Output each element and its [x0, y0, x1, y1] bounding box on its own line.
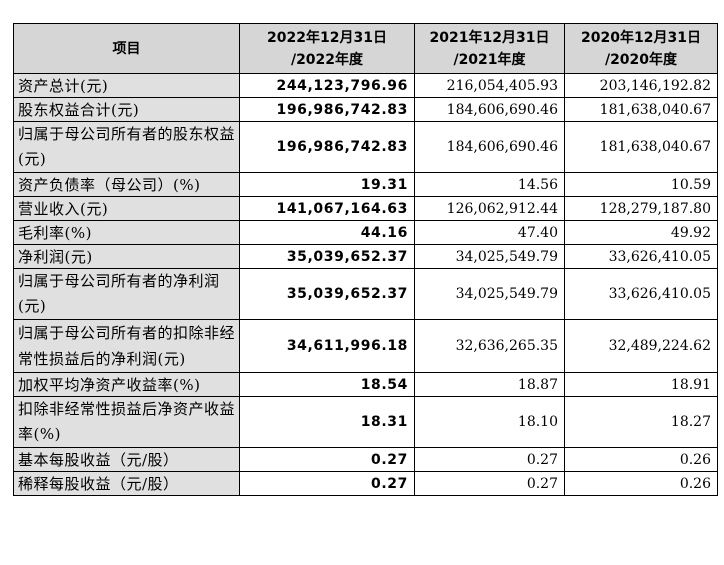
table-row: 资产负债率（母公司）(%) 19.31 14.56 10.59 [13, 172, 718, 197]
cell-2020: 181,638,040.67 [564, 121, 718, 173]
cell-2022: 18.54 [239, 372, 415, 397]
table-row: 基本每股收益（元/股） 0.27 0.27 0.26 [13, 447, 718, 472]
financial-summary-table: 项目 2022年12月31日 /2022年度 2021年12月31日 /2021… [13, 23, 718, 496]
cell-2020: 32,489,224.62 [564, 319, 718, 373]
cell-2020: 33,626,410.05 [564, 244, 718, 269]
header-2020-date: 2020年12月31日 [581, 29, 701, 46]
cell-2022: 35,039,652.37 [239, 244, 415, 269]
header-2020: 2020年12月31日 /2020年度 [564, 23, 718, 74]
cell-2020: 128,279,187.80 [564, 196, 718, 221]
header-2022-date: 2022年12月31日 [267, 29, 387, 46]
cell-2022: 141,067,164.63 [239, 196, 415, 221]
table-row: 归属于母公司所有者的净利润(元) 35,039,652.37 34,025,54… [13, 268, 718, 320]
table-header-row: 项目 2022年12月31日 /2022年度 2021年12月31日 /2021… [13, 23, 718, 74]
cell-2021: 126,062,912.44 [414, 196, 565, 221]
cell-2021: 34,025,549.79 [414, 244, 565, 269]
cell-2020: 18.27 [564, 396, 718, 448]
cell-2020: 10.59 [564, 172, 718, 197]
cell-2021: 184,606,690.46 [414, 121, 565, 173]
cell-2021: 184,606,690.46 [414, 97, 565, 122]
header-2021-date: 2021年12月31日 [429, 29, 550, 46]
cell-2021: 0.27 [414, 447, 565, 472]
cell-2021: 216,054,405.93 [414, 73, 565, 98]
cell-2020: 203,146,192.82 [564, 73, 718, 98]
cell-2022: 196,986,742.83 [239, 121, 415, 173]
cell-2022: 244,123,796.96 [239, 73, 415, 98]
cell-2022: 18.31 [239, 396, 415, 448]
header-item: 项目 [13, 23, 240, 74]
cell-2021: 32,636,265.35 [414, 319, 565, 373]
row-label: 扣除非经常性损益后净资产收益率(%) [13, 396, 240, 448]
cell-2022: 0.27 [239, 471, 415, 496]
cell-2020: 49.92 [564, 220, 718, 245]
row-label: 资产负债率（母公司）(%) [13, 172, 240, 197]
row-label: 净利润(元) [13, 244, 240, 269]
table-row: 归属于母公司所有者的扣除非经常性损益后的净利润(元) 34,611,996.18… [13, 319, 718, 373]
row-label: 毛利率(%) [13, 220, 240, 245]
row-label: 归属于母公司所有者的净利润(元) [13, 268, 240, 320]
table-row: 扣除非经常性损益后净资产收益率(%) 18.31 18.10 18.27 [13, 396, 718, 448]
row-label: 基本每股收益（元/股） [13, 447, 240, 472]
header-2021: 2021年12月31日 /2021年度 [414, 23, 565, 74]
cell-2020: 181,638,040.67 [564, 97, 718, 122]
cell-2020: 0.26 [564, 471, 718, 496]
header-2021-year: /2021年度 [453, 51, 526, 68]
cell-2022: 44.16 [239, 220, 415, 245]
row-label: 归属于母公司所有者的扣除非经常性损益后的净利润(元) [13, 319, 240, 373]
table-row: 股东权益合计(元) 196,986,742.83 184,606,690.46 … [13, 97, 718, 122]
header-2022: 2022年12月31日 /2022年度 [239, 23, 415, 74]
cell-2022: 196,986,742.83 [239, 97, 415, 122]
cell-2021: 14.56 [414, 172, 565, 197]
header-2020-year: /2020年度 [604, 51, 678, 68]
cell-2020: 18.91 [564, 372, 718, 397]
table-row: 稀释每股收益（元/股） 0.27 0.27 0.26 [13, 471, 718, 496]
cell-2020: 33,626,410.05 [564, 268, 718, 320]
table-row: 营业收入(元) 141,067,164.63 126,062,912.44 12… [13, 196, 718, 221]
cell-2021: 47.40 [414, 220, 565, 245]
table-row: 归属于母公司所有者的股东权益(元) 196,986,742.83 184,606… [13, 121, 718, 173]
cell-2021: 0.27 [414, 471, 565, 496]
cell-2022: 19.31 [239, 172, 415, 197]
cell-2022: 34,611,996.18 [239, 319, 415, 373]
table-row: 净利润(元) 35,039,652.37 34,025,549.79 33,62… [13, 244, 718, 269]
row-label: 归属于母公司所有者的股东权益(元) [13, 121, 240, 173]
row-label: 稀释每股收益（元/股） [13, 471, 240, 496]
financial-table-container: 项目 2022年12月31日 /2022年度 2021年12月31日 /2021… [13, 23, 718, 496]
cell-2021: 18.87 [414, 372, 565, 397]
row-label: 股东权益合计(元) [13, 97, 240, 122]
row-label: 资产总计(元) [13, 73, 240, 98]
cell-2020: 0.26 [564, 447, 718, 472]
row-label: 营业收入(元) [13, 196, 240, 221]
cell-2022: 35,039,652.37 [239, 268, 415, 320]
header-2022-year: /2022年度 [290, 51, 364, 68]
table-row: 加权平均净资产收益率(%) 18.54 18.87 18.91 [13, 372, 718, 397]
table-row: 资产总计(元) 244,123,796.96 216,054,405.93 20… [13, 73, 718, 98]
row-label: 加权平均净资产收益率(%) [13, 372, 240, 397]
cell-2021: 18.10 [414, 396, 565, 448]
table-row: 毛利率(%) 44.16 47.40 49.92 [13, 220, 718, 245]
cell-2022: 0.27 [239, 447, 415, 472]
cell-2021: 34,025,549.79 [414, 268, 565, 320]
